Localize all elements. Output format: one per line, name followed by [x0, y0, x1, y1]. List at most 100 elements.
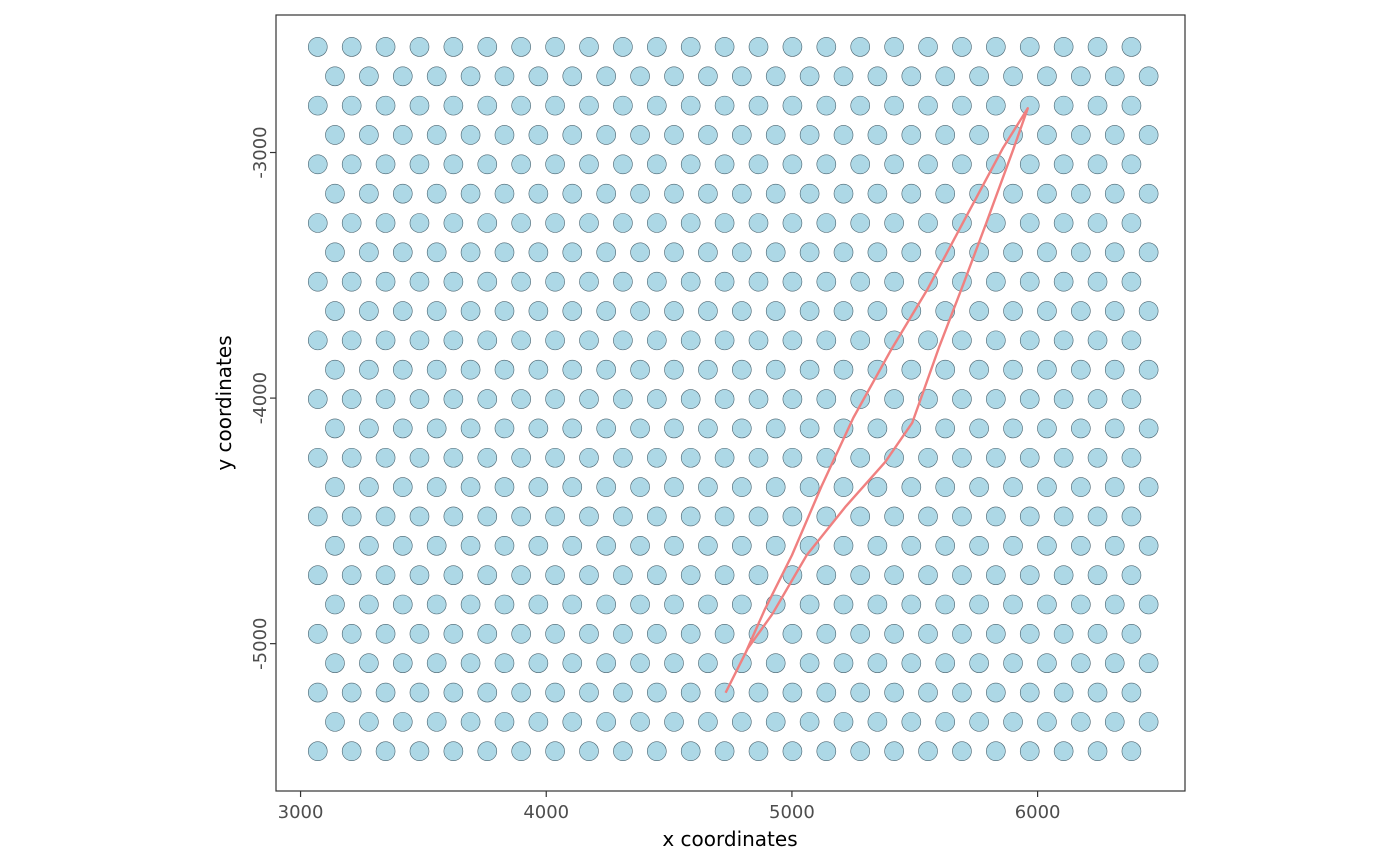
scatter-point [545, 506, 565, 527]
scatter-point [1053, 506, 1074, 527]
scatter-point [477, 565, 498, 585]
scatter-point [545, 389, 565, 409]
scatter-point [765, 125, 786, 145]
scatter-point [1087, 95, 1108, 116]
scatter-point [511, 271, 531, 292]
scatter-point [884, 624, 904, 644]
scatter-point [375, 624, 396, 644]
scatter-point [426, 66, 447, 87]
scatter-point [579, 565, 599, 585]
scatter-point [1104, 183, 1125, 204]
scatter-point [579, 389, 599, 409]
scatter-point [1087, 389, 1108, 409]
scatter-point [494, 535, 515, 556]
scatter-point [307, 506, 328, 527]
scatter-point [833, 535, 854, 556]
scatter-point [850, 389, 871, 409]
scatter-point [935, 477, 956, 497]
scatter-point [782, 624, 803, 644]
scatter-point [477, 37, 498, 57]
scatter-point [833, 594, 854, 615]
scatter-point [494, 301, 515, 321]
scatter-point [799, 66, 820, 87]
scatter-point [630, 66, 650, 87]
scatter-point [630, 653, 650, 673]
scatter-point [901, 242, 922, 263]
scatter-point [1104, 125, 1125, 145]
scatter-point [375, 37, 396, 57]
series-layer [724, 107, 1029, 694]
y-tick-label: -5000 [250, 618, 271, 670]
scatter-point [426, 535, 447, 556]
scatter-point [952, 741, 972, 762]
scatter-point [748, 154, 769, 175]
scatter-point [698, 712, 718, 732]
scatter-point [1104, 301, 1125, 321]
scatter-point [1053, 95, 1074, 116]
scatter-point [765, 359, 786, 380]
scatter-point [918, 154, 938, 175]
scatter-point [460, 594, 481, 615]
scatter-point [460, 125, 481, 145]
scatter-point [698, 477, 718, 497]
scatter-point [528, 125, 549, 145]
scatter-point [952, 330, 972, 351]
scatter-point [664, 66, 684, 87]
scatter-point [1019, 95, 1040, 116]
scatter-point [613, 271, 633, 292]
scatter-point [359, 712, 379, 732]
scatter-point [799, 535, 820, 556]
scatter-point [680, 624, 701, 644]
scatter-point [443, 447, 464, 468]
scatter-point [1104, 594, 1125, 615]
scatter-point [714, 624, 735, 644]
scatter-point [986, 154, 1006, 175]
scatter-point [409, 271, 430, 292]
scatter-point [969, 418, 989, 439]
scatter-point [392, 359, 413, 380]
scatter-point [680, 37, 701, 57]
scatter-point [698, 242, 718, 263]
scatter-point [901, 653, 922, 673]
scatter-point [1037, 183, 1057, 204]
scatter-point [799, 594, 820, 615]
scatter-point [1053, 37, 1074, 57]
scatter-point [307, 447, 328, 468]
scatter-point [714, 389, 735, 409]
scatter-point [1037, 653, 1057, 673]
scatter-point [782, 741, 803, 762]
scatter-point [1121, 389, 1142, 409]
scatter-point [1019, 389, 1040, 409]
scatter-point [952, 565, 972, 585]
scatter-point [562, 125, 583, 145]
scatter-point [986, 37, 1006, 57]
scatter-point [341, 154, 362, 175]
scatter-point [1121, 154, 1142, 175]
scatter-point [375, 389, 396, 409]
scatter-point [1003, 242, 1023, 263]
scatter-point [596, 183, 616, 204]
scatter-point [782, 37, 803, 57]
scatter-point [698, 418, 718, 439]
scatter-point [850, 447, 871, 468]
scatter-point [341, 624, 362, 644]
scatter-point [969, 301, 989, 321]
scatter-point [545, 271, 565, 292]
scatter-point [833, 477, 854, 497]
y-tick-label: -4000 [250, 372, 271, 424]
scatter-point [375, 741, 396, 762]
scatter-point [307, 154, 328, 175]
scatter-point [1071, 301, 1091, 321]
scatter-point [765, 653, 786, 673]
scatter-point [935, 66, 956, 87]
scatter-point [630, 594, 650, 615]
scatter-point [613, 506, 633, 527]
scatter-point [494, 125, 515, 145]
scatter-point [1138, 418, 1159, 439]
scatter-point [375, 213, 396, 233]
scatter-point [307, 741, 328, 762]
scatter-point [952, 624, 972, 644]
scatter-point [511, 447, 531, 468]
scatter-point [1037, 418, 1057, 439]
scatter-point [392, 535, 413, 556]
